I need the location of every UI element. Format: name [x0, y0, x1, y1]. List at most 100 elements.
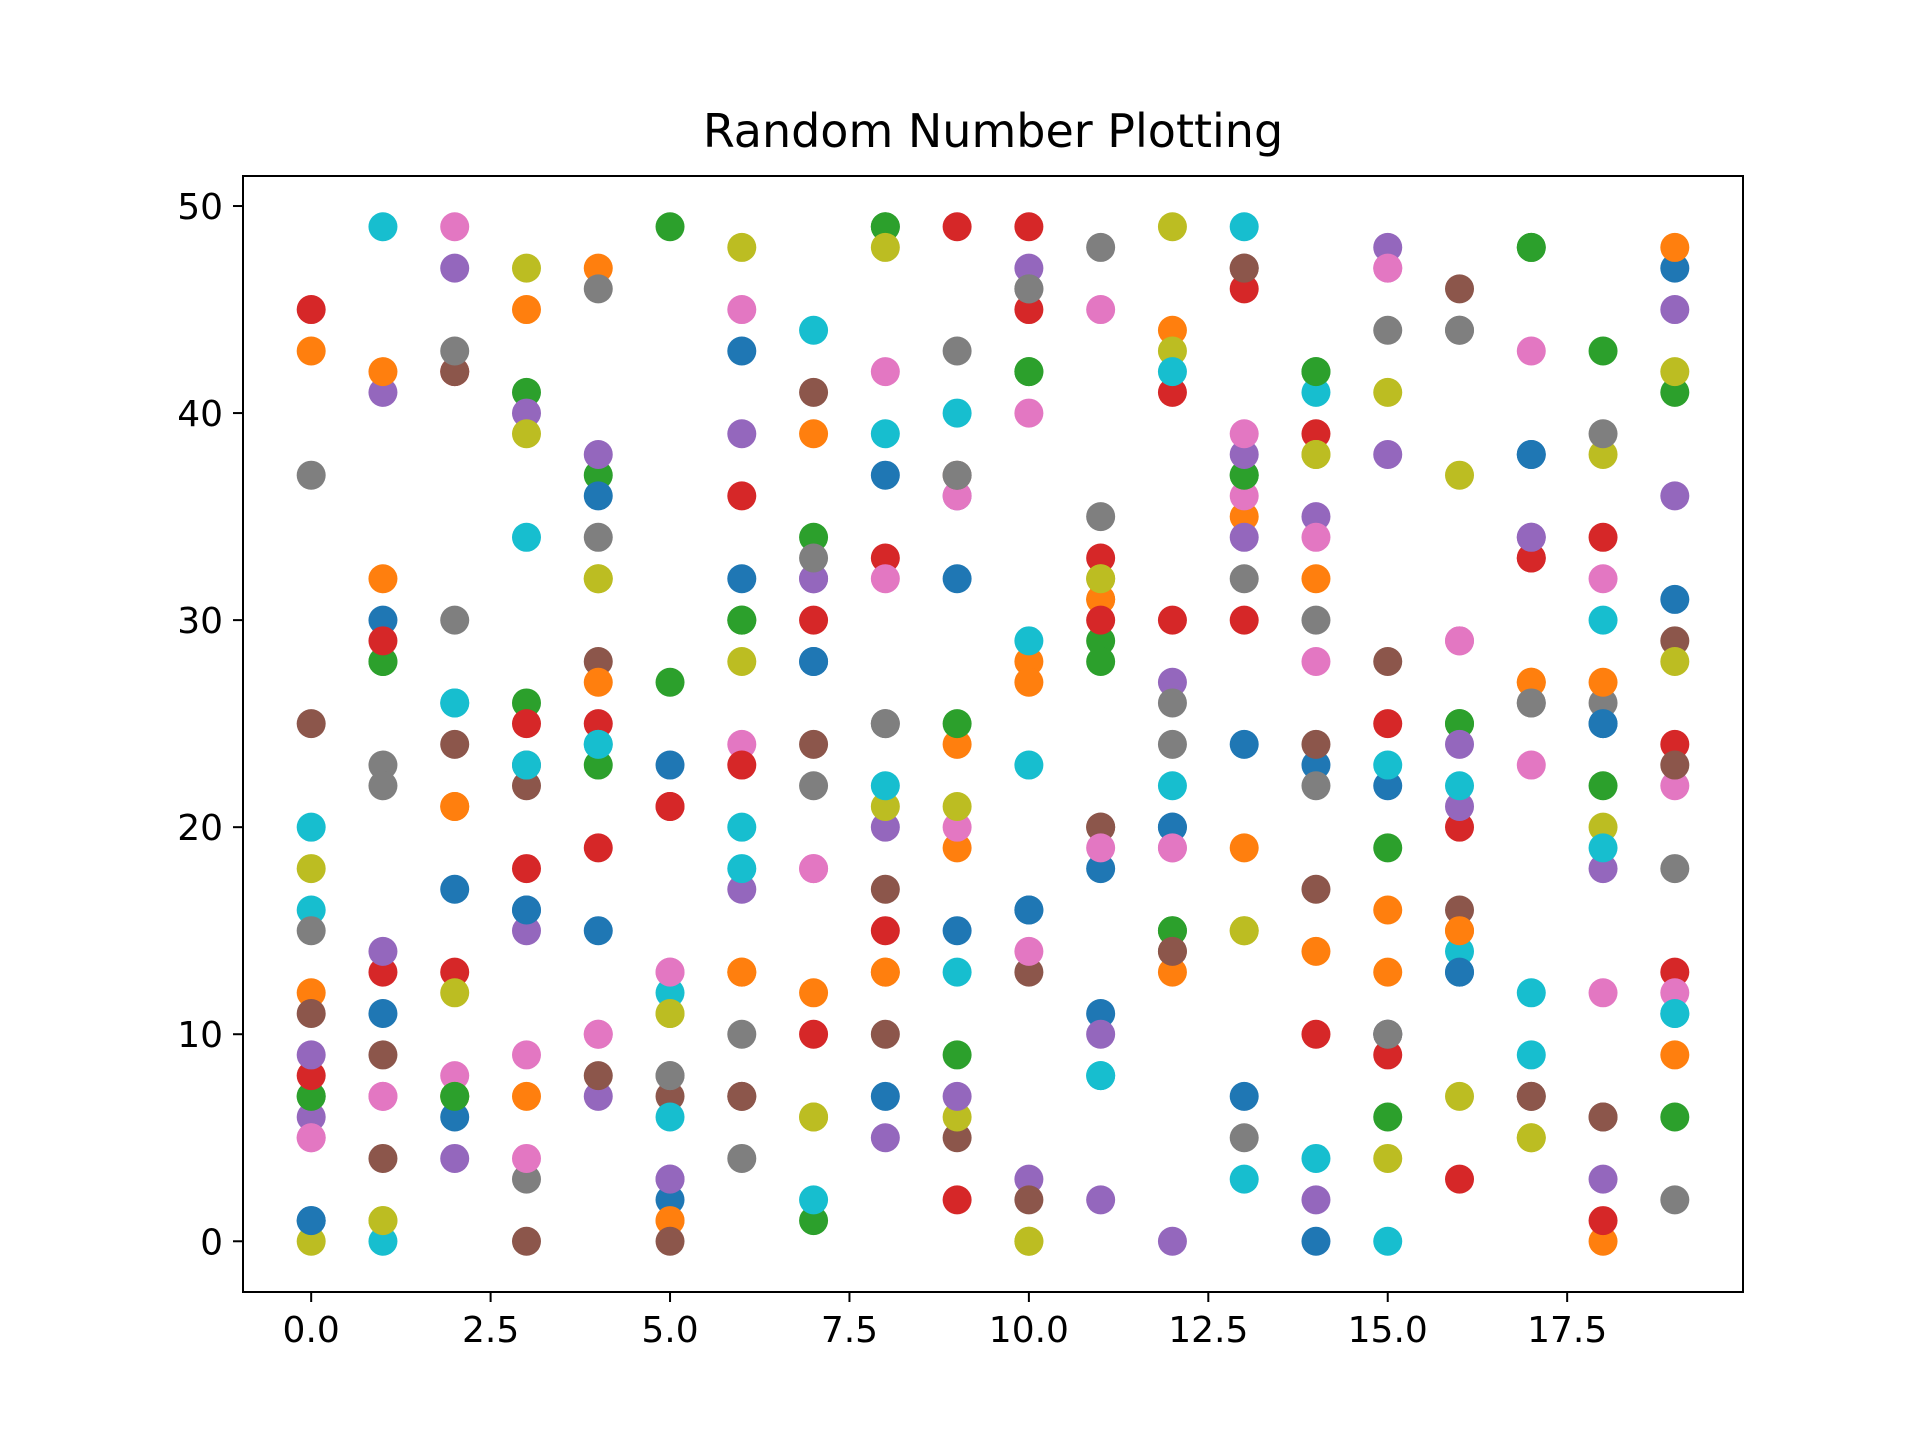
scatter-point	[1445, 791, 1475, 821]
scatter-point	[1086, 1061, 1116, 1091]
scatter-point	[799, 315, 829, 345]
scatter-point	[1660, 771, 1690, 801]
scatter-point	[942, 564, 972, 594]
scatter-point	[1516, 543, 1546, 573]
scatter-point	[1157, 315, 1187, 345]
scatter-point	[942, 481, 972, 511]
scatter-point	[1445, 729, 1475, 759]
scatter-point	[1157, 916, 1187, 946]
scatter-point	[1588, 522, 1618, 552]
scatter-point	[870, 232, 900, 262]
scatter-point	[368, 647, 398, 677]
scatter-point	[1588, 419, 1618, 449]
scatter-point	[942, 812, 972, 842]
scatter-point	[727, 232, 757, 262]
scatter-point	[583, 481, 613, 511]
scatter-point	[583, 460, 613, 490]
scatter-point	[1516, 978, 1546, 1008]
scatter-point	[1373, 895, 1403, 925]
scatter-point	[1229, 212, 1259, 242]
scatter-point	[870, 212, 900, 242]
scatter-point	[1086, 295, 1116, 325]
scatter-point	[368, 771, 398, 801]
scatter-point	[511, 771, 541, 801]
scatter-point	[1660, 1040, 1690, 1070]
scatter-point	[511, 377, 541, 407]
scatter-point	[1660, 584, 1690, 614]
scatter-point	[1014, 398, 1044, 428]
scatter-point	[1014, 626, 1044, 656]
scatter-point	[1445, 812, 1475, 842]
scatter-point	[799, 522, 829, 552]
scatter-point	[655, 750, 685, 780]
scatter-point	[1445, 709, 1475, 739]
scatter-point	[727, 854, 757, 884]
y-tick-label: 10	[177, 1015, 223, 1056]
scatter-point	[583, 1081, 613, 1111]
scatter-point	[511, 1081, 541, 1111]
scatter-point	[368, 1143, 398, 1173]
scatter-point	[583, 253, 613, 283]
scatter-point	[1086, 999, 1116, 1029]
scatter-point	[1373, 957, 1403, 987]
scatter-point	[296, 1102, 326, 1132]
scatter-point	[1445, 1164, 1475, 1194]
scatter-point	[1516, 750, 1546, 780]
scatter-point	[799, 543, 829, 573]
scatter-point	[511, 1040, 541, 1070]
scatter-point	[1301, 750, 1331, 780]
scatter-point	[440, 957, 470, 987]
scatter-point	[440, 212, 470, 242]
scatter-point	[1445, 274, 1475, 304]
scatter-point	[727, 1143, 757, 1173]
scatter-point	[1588, 771, 1618, 801]
scatter-point	[1086, 626, 1116, 656]
scatter-point	[1660, 647, 1690, 677]
x-axis: 0.0 2.5 5.0 7.5 10.0 12.5 15.0 17.5	[283, 1292, 1607, 1351]
scatter-point	[942, 398, 972, 428]
scatter-point	[799, 377, 829, 407]
scatter-point	[1086, 502, 1116, 532]
scatter-point	[655, 1226, 685, 1256]
scatter-point	[1157, 667, 1187, 697]
scatter-point	[1588, 564, 1618, 594]
scatter-point	[655, 1081, 685, 1111]
scatter-point	[1086, 1019, 1116, 1049]
scatter-point	[799, 647, 829, 677]
y-tick-label: 20	[177, 808, 223, 849]
scatter-point	[655, 999, 685, 1029]
scatter-point	[583, 439, 613, 469]
x-tick-label: 0.0	[283, 1310, 340, 1351]
scatter-point	[1445, 626, 1475, 656]
scatter-point	[1373, 1040, 1403, 1070]
scatter-point	[1588, 688, 1618, 718]
scatter-point	[368, 1206, 398, 1236]
scatter-point	[1229, 522, 1259, 552]
scatter-point	[655, 667, 685, 697]
scatter-point	[727, 750, 757, 780]
scatter-point	[511, 916, 541, 946]
scatter-point	[1516, 232, 1546, 262]
scatter-point	[1301, 419, 1331, 449]
scatter-point	[1588, 1226, 1618, 1256]
scatter-point	[1014, 936, 1044, 966]
scatter-point	[799, 1102, 829, 1132]
scatter-point	[1157, 1226, 1187, 1256]
scatter-point	[440, 1061, 470, 1091]
scatter-point	[511, 1164, 541, 1194]
scatter-point	[296, 916, 326, 946]
scatter-point	[1157, 377, 1187, 407]
scatter-point	[1157, 688, 1187, 718]
scatter-point	[799, 1185, 829, 1215]
scatter-point	[1157, 729, 1187, 759]
scatter-point	[511, 398, 541, 428]
scatter-point	[1301, 605, 1331, 635]
y-tick-label: 50	[177, 187, 223, 228]
scatter-point	[1373, 1143, 1403, 1173]
x-tick-label: 10.0	[989, 1310, 1069, 1351]
scatter-point	[1301, 1019, 1331, 1049]
scatter-point	[1301, 357, 1331, 387]
scatter-point	[296, 460, 326, 490]
scatter-point	[870, 771, 900, 801]
scatter-point	[440, 336, 470, 366]
